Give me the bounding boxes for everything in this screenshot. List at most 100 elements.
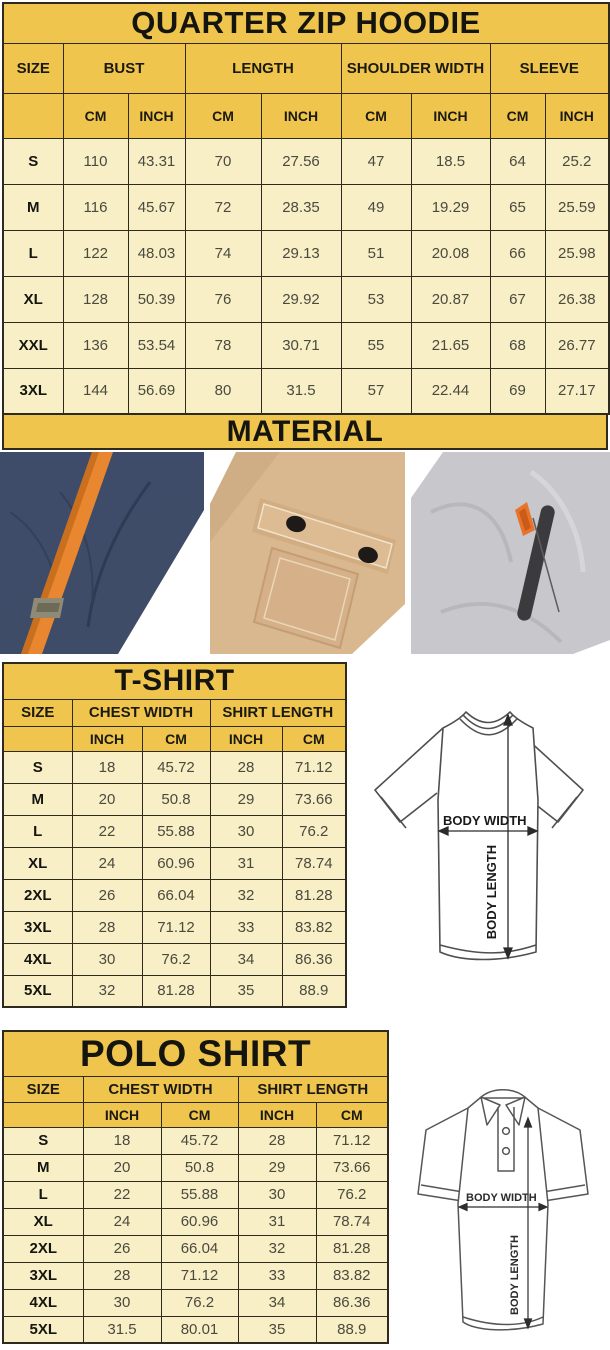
value-cell: 80.01 [160, 1315, 239, 1344]
value-cell: 86.36 [315, 1288, 389, 1317]
value-cell: 31.5 [260, 367, 342, 415]
material-photos [0, 452, 610, 654]
tshirt-size-row: M 20 50.8 29 73.66 [2, 782, 347, 816]
unit-inch: INCH [127, 92, 186, 139]
polo-size-row: XL 24 60.96 31 78.74 [2, 1207, 389, 1236]
size-cell: XXL [2, 321, 64, 369]
value-cell: 55 [340, 321, 412, 369]
value-cell: 83.82 [281, 910, 347, 944]
value-cell: 78 [184, 321, 262, 369]
col-header-chest-width: CHEST WIDTH [82, 1075, 239, 1103]
value-cell: 74 [184, 229, 262, 277]
value-cell: 45.67 [127, 183, 186, 231]
tshirt-size-row: 3XL 28 71.12 33 83.82 [2, 910, 347, 944]
body-width-label: BODY WIDTH [466, 1192, 537, 1204]
value-cell: 22 [71, 814, 143, 848]
value-cell: 48.03 [127, 229, 186, 277]
measure-arrows [437, 713, 539, 960]
polo-unit-row: INCH CM INCH CM [2, 1101, 389, 1128]
material-title: MATERIAL [226, 414, 384, 448]
unit-cm: CM [62, 92, 129, 139]
value-cell: 31.5 [82, 1315, 162, 1344]
unit-inch: INCH [260, 92, 342, 139]
value-cell: 64 [489, 137, 546, 185]
value-cell: 56.69 [127, 367, 186, 415]
value-cell: 20 [71, 782, 143, 816]
hoodie-size-row: XL 128 50.39 76 29.92 53 20.87 67 26.38 [2, 275, 610, 323]
size-cell: 2XL [2, 878, 73, 912]
value-cell: 20.87 [410, 275, 491, 323]
polo-title-row: POLO SHIRT [2, 1030, 389, 1077]
tshirt-measure-diagram: BODY WIDTH BODY LENGTH [374, 711, 584, 961]
unit-inch: INCH [237, 1101, 317, 1128]
value-cell: 30 [71, 942, 143, 976]
value-cell: 28 [82, 1261, 162, 1290]
value-cell: 24 [71, 846, 143, 880]
value-cell: 21.65 [410, 321, 491, 369]
size-cell: 5XL [2, 1315, 84, 1344]
value-cell: 26 [71, 878, 143, 912]
size-cell: 4XL [2, 942, 73, 976]
value-cell: 34 [237, 1288, 317, 1317]
hoodie-header-row: SIZE BUST LENGTH SHOULDER WIDTH SLEEVE [2, 42, 610, 94]
unit-inch: INCH [71, 725, 143, 752]
value-cell: 32 [209, 878, 283, 912]
hoodie-title: QUARTER ZIP HOODIE [2, 2, 610, 44]
tshirt-title: T-SHIRT [2, 662, 347, 700]
value-cell: 76.2 [141, 942, 211, 976]
size-cell: 2XL [2, 1234, 84, 1263]
polo-size-table: POLO SHIRT SIZE CHEST WIDTH SHIRT LENGTH… [2, 1030, 389, 1344]
polo-size-row: S 18 45.72 28 71.12 [2, 1126, 389, 1155]
value-cell: 28 [71, 910, 143, 944]
value-cell: 26 [82, 1234, 162, 1263]
value-cell: 70 [184, 137, 262, 185]
value-cell: 50.39 [127, 275, 186, 323]
value-cell: 25.2 [544, 137, 610, 185]
value-cell: 20.08 [410, 229, 491, 277]
value-cell: 86.36 [281, 942, 347, 976]
value-cell: 60.96 [141, 846, 211, 880]
polo-size-row: 5XL 31.5 80.01 35 88.9 [2, 1315, 389, 1344]
tshirt-size-row: 5XL 32 81.28 35 88.9 [2, 974, 347, 1008]
value-cell: 144 [62, 367, 129, 415]
body-length-label: BODY LENGTH [484, 845, 499, 939]
hoodie-title-row: QUARTER ZIP HOODIE [2, 2, 610, 44]
value-cell: 55.88 [160, 1180, 239, 1209]
value-cell: 83.82 [315, 1261, 389, 1290]
unit-inch: INCH [544, 92, 610, 139]
tshirt-outline [374, 711, 584, 961]
value-cell: 30 [209, 814, 283, 848]
value-cell: 28 [237, 1126, 317, 1155]
value-cell: 45.72 [141, 750, 211, 784]
col-header-size: SIZE [2, 698, 73, 727]
polo-size-row: L 22 55.88 30 76.2 [2, 1180, 389, 1209]
unit-cm: CM [489, 92, 546, 139]
material-photo-navy-drawstring [0, 452, 204, 654]
tshirt-size-row: 4XL 30 76.2 34 86.36 [2, 942, 347, 976]
value-cell: 34 [209, 942, 283, 976]
unit-cm: CM [141, 725, 211, 752]
value-cell: 66.04 [141, 878, 211, 912]
hoodie-size-row: L 122 48.03 74 29.13 51 20.08 66 25.98 [2, 229, 610, 277]
size-cell: M [2, 183, 64, 231]
value-cell: 20 [82, 1153, 162, 1182]
polo-outline [417, 1089, 589, 1331]
value-cell: 110 [62, 137, 129, 185]
value-cell: 55.88 [141, 814, 211, 848]
value-cell: 29 [209, 782, 283, 816]
size-cell: S [2, 750, 73, 784]
value-cell: 35 [237, 1315, 317, 1344]
value-cell: 31 [209, 846, 283, 880]
value-cell: 27.17 [544, 367, 610, 415]
size-cell: L [2, 814, 73, 848]
unit-cm: CM [160, 1101, 239, 1128]
value-cell: 24 [82, 1207, 162, 1236]
value-cell: 88.9 [281, 974, 347, 1008]
value-cell: 19.29 [410, 183, 491, 231]
value-cell: 29 [237, 1153, 317, 1182]
value-cell: 47 [340, 137, 412, 185]
body-length-label: BODY LENGTH [509, 1235, 521, 1315]
value-cell: 71.12 [315, 1126, 389, 1155]
value-cell: 81.28 [281, 878, 347, 912]
